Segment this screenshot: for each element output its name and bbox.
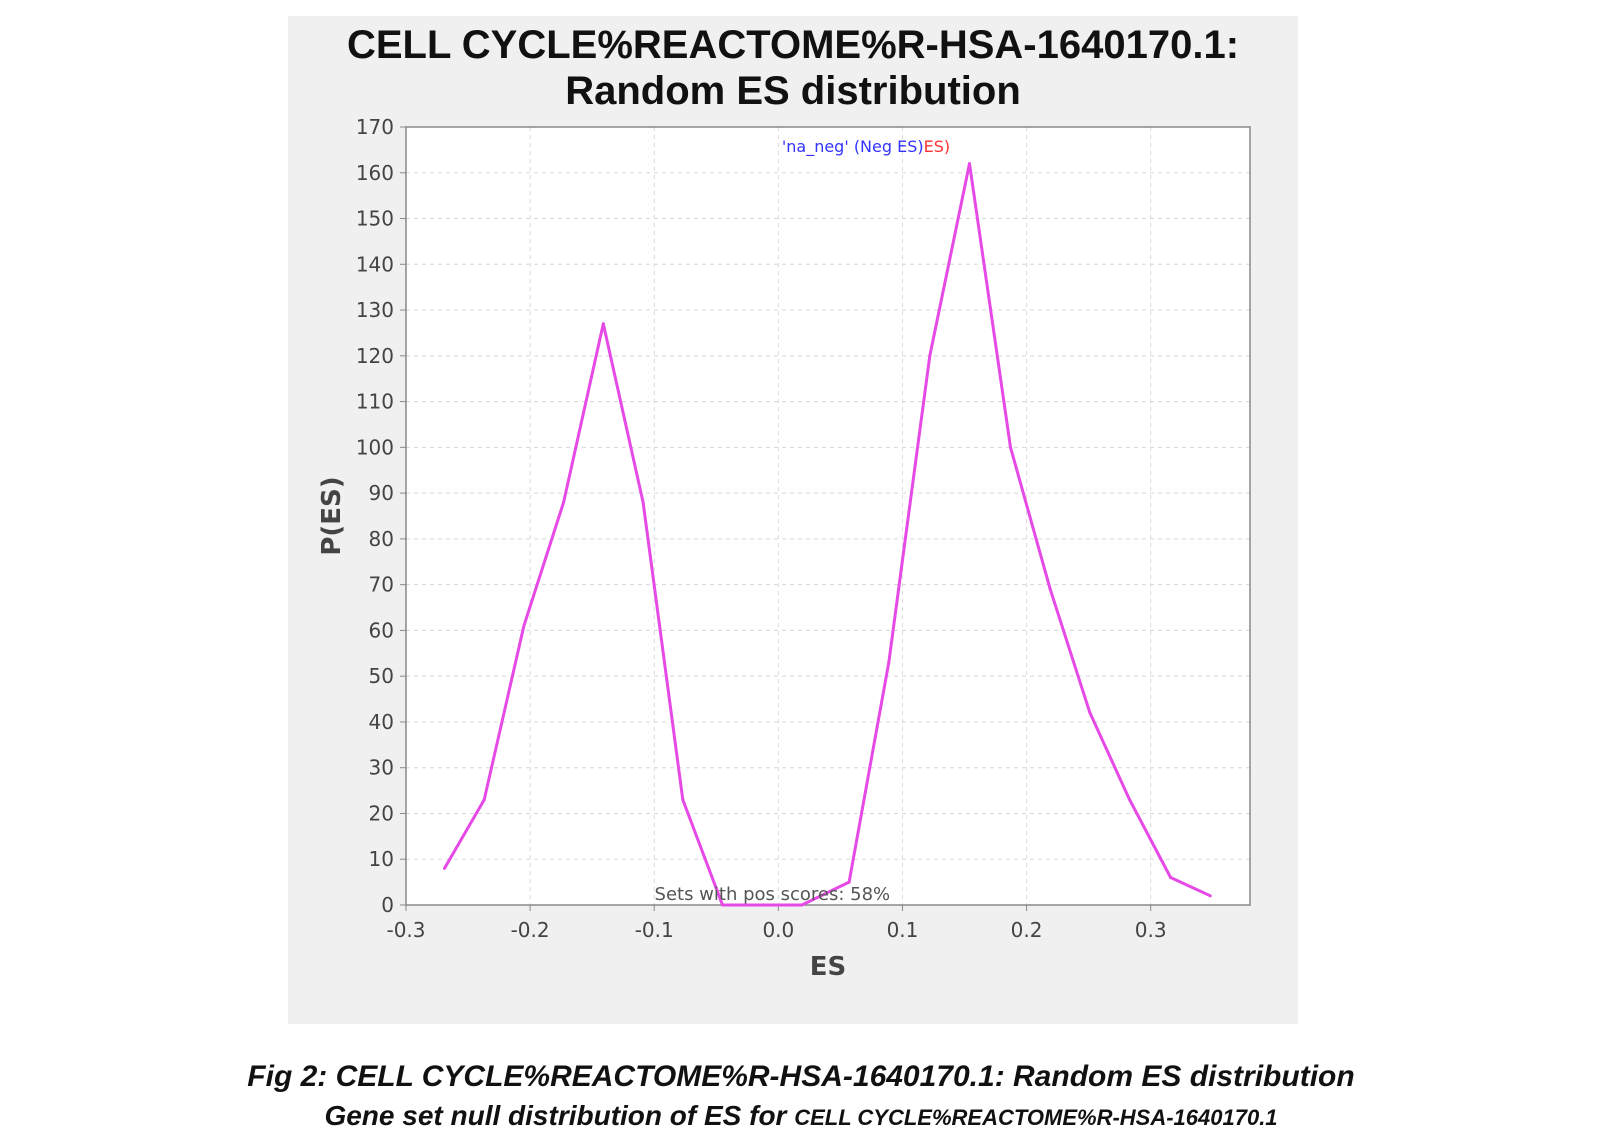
figure-subcaption: Gene set null distribution of ES for CEL… — [0, 1100, 1602, 1132]
data-point — [928, 354, 932, 358]
plot-area — [406, 127, 1250, 905]
y-axis-label: P(ES) — [317, 476, 347, 555]
y-tick-label: 80 — [369, 527, 394, 551]
legend: 'na_neg' (Neg ES)ES) — [782, 137, 950, 157]
data-point — [601, 322, 605, 326]
chart: CELL CYCLE%REACTOME%R-HSA-1640170.1:Rand… — [317, 23, 1251, 982]
x-tick-label: 0.3 — [1135, 918, 1167, 942]
data-point — [847, 880, 851, 884]
chart-title-line-2: Random ES distribution — [565, 69, 1021, 113]
y-tick-label: 60 — [369, 618, 394, 642]
x-tick-label: -0.3 — [386, 918, 425, 942]
data-point — [1048, 587, 1052, 591]
y-tick-label: 0 — [381, 893, 394, 917]
data-point — [681, 798, 685, 802]
data-point — [641, 500, 645, 504]
y-tick-label: 170 — [356, 115, 394, 139]
data-point — [1128, 798, 1132, 802]
x-axis-label: ES — [810, 952, 847, 982]
y-tick-label: 40 — [369, 710, 394, 734]
data-point — [800, 903, 804, 907]
data-point — [1008, 445, 1012, 449]
legend-entry: ES) — [924, 137, 951, 156]
data-point — [1088, 711, 1092, 715]
y-tick-label: 130 — [356, 298, 394, 322]
y-tick-label: 70 — [369, 573, 394, 597]
y-tick-label: 160 — [356, 161, 394, 185]
y-tick-label: 100 — [356, 435, 394, 459]
y-tick-label: 140 — [356, 252, 394, 276]
x-tick-label: 0.2 — [1011, 918, 1043, 942]
subcaption-text: Gene set null distribution of ES for — [324, 1100, 795, 1131]
data-point — [721, 903, 724, 907]
x-tick-label: 0.0 — [762, 918, 794, 942]
data-point — [1169, 876, 1173, 880]
y-tick-label: 90 — [369, 481, 394, 505]
data-point — [482, 798, 486, 802]
data-point — [1208, 894, 1212, 898]
y-tick-label: 20 — [369, 801, 394, 825]
data-point — [562, 500, 566, 504]
y-tick-label: 10 — [369, 847, 394, 871]
data-point — [887, 660, 891, 664]
figure-panel: CELL CYCLE%REACTOME%R-HSA-1640170.1: Rand… — [288, 16, 1298, 1024]
x-tick-label: 0.1 — [887, 918, 919, 942]
y-tick-label: 150 — [356, 207, 394, 231]
y-tick-label: 110 — [356, 390, 394, 414]
chart-title-line-1: CELL CYCLE%REACTOME%R-HSA-1640170.1: — [347, 23, 1239, 67]
legend-entry: 'na_neg' (Neg ES) — [782, 137, 924, 157]
y-tick-label: 50 — [369, 664, 394, 688]
subcaption-gene-set: CELL CYCLE%REACTOME%R-HSA-1640170.1 — [794, 1105, 1278, 1130]
x-tick-label: -0.2 — [511, 918, 550, 942]
data-point — [760, 903, 764, 907]
data-point — [522, 624, 526, 628]
x-tick-label: -0.1 — [635, 918, 674, 942]
pos-scores-annotation: Sets with pos scores: 58% — [655, 884, 891, 905]
y-tick-label: 30 — [369, 756, 394, 780]
series-line — [443, 162, 1211, 907]
data-point — [967, 162, 971, 166]
figure-caption: Fig 2: CELL CYCLE%REACTOME%R-HSA-1640170… — [247, 1060, 1355, 1093]
data-point — [442, 866, 446, 870]
y-tick-label: 120 — [356, 344, 394, 368]
plot-border — [405, 126, 1251, 906]
